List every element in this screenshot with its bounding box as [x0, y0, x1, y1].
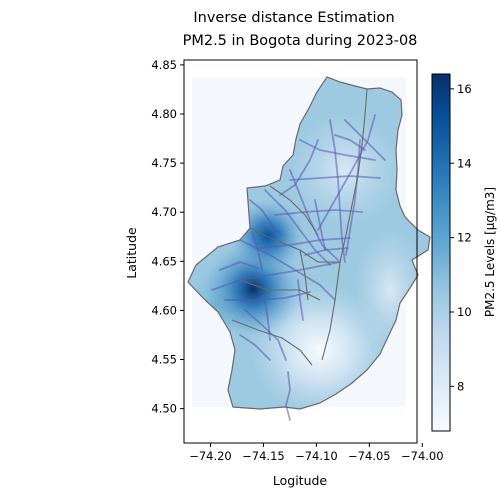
colorbar-gradient	[431, 73, 451, 432]
locality-boundaries	[231, 88, 368, 366]
colorbar-tick-label-4: 16	[457, 82, 472, 96]
road-23	[249, 199, 283, 236]
road-14	[219, 261, 259, 271]
road-6	[329, 119, 346, 263]
road-2	[224, 291, 311, 301]
colorbar-ticks: 8 10 12 14 16	[450, 82, 472, 393]
road-25	[334, 134, 366, 151]
map-panel: −74.20 −74.15 −74.10 −74.05 −74.00 4.504.554…	[124, 58, 444, 488]
title-line-1: Inverse distance Estimation	[193, 10, 394, 26]
locality-line-1	[321, 88, 368, 361]
road-13	[317, 114, 376, 231]
locality-line-3	[239, 279, 321, 301]
x-axis-label: Logitude	[273, 473, 328, 488]
x-tick-label-2: −74.10	[295, 449, 338, 463]
y-tick-label-0: 4.50	[151, 402, 177, 416]
y-axis-label: Latitude	[124, 227, 139, 279]
y-tick-label-2: 4.60	[151, 303, 177, 317]
road-10	[274, 209, 363, 216]
x-tick-label-3: −74.05	[348, 449, 391, 463]
road-24	[314, 199, 326, 251]
road-11	[259, 237, 351, 249]
title-line-2: PM2.5 in Bogota during 2023-08	[183, 33, 418, 49]
bogota-boundary	[187, 76, 431, 410]
road-1	[211, 261, 341, 291]
road-20	[279, 139, 319, 196]
x-tick-label-4: −74.00	[401, 449, 444, 463]
y-tick-label-1: 4.55	[151, 353, 177, 367]
coldspot-north	[290, 115, 400, 225]
colorbar-tick-label-3: 14	[457, 156, 472, 170]
x-tick-label-1: −74.15	[242, 449, 285, 463]
road-9	[289, 175, 381, 181]
y-tick-label-3: 4.65	[151, 254, 177, 268]
x-tick-label-0: −74.20	[189, 449, 232, 463]
y-tick-label-4: 4.70	[151, 205, 177, 219]
road-4	[264, 189, 331, 266]
y-tick-label-6: 4.80	[151, 107, 177, 121]
road-18	[297, 279, 304, 321]
colorbar-label: PM2.5 Levels [μg/m3]	[483, 187, 497, 317]
colorbar-tick-label-1: 10	[457, 305, 472, 319]
y-tick-label-5: 4.75	[151, 156, 177, 170]
y-ticks: 4.50 4.55 4.60 4.65 4.70 4.75 4.80 4.85	[151, 58, 184, 416]
road-3	[239, 239, 336, 301]
road-16	[239, 334, 271, 361]
colorbar: 8 10 12 14 16 PM2.5 Levels [μg/m3]	[431, 73, 497, 432]
y-tick-label-7: 4.85	[151, 58, 177, 72]
road-21	[251, 231, 263, 271]
axes-frame	[183, 59, 418, 444]
locality-line-5	[231, 319, 313, 366]
colorbar-tick-label-0: 8	[457, 379, 464, 393]
x-ticks: −74.20 −74.15 −74.10 −74.05 −74.00	[189, 443, 444, 463]
road-network	[211, 114, 386, 421]
locality-line-6	[299, 249, 309, 301]
colorbar-tick-label-2: 12	[457, 231, 472, 245]
locality-line-4	[269, 185, 319, 236]
road-22	[285, 371, 291, 421]
